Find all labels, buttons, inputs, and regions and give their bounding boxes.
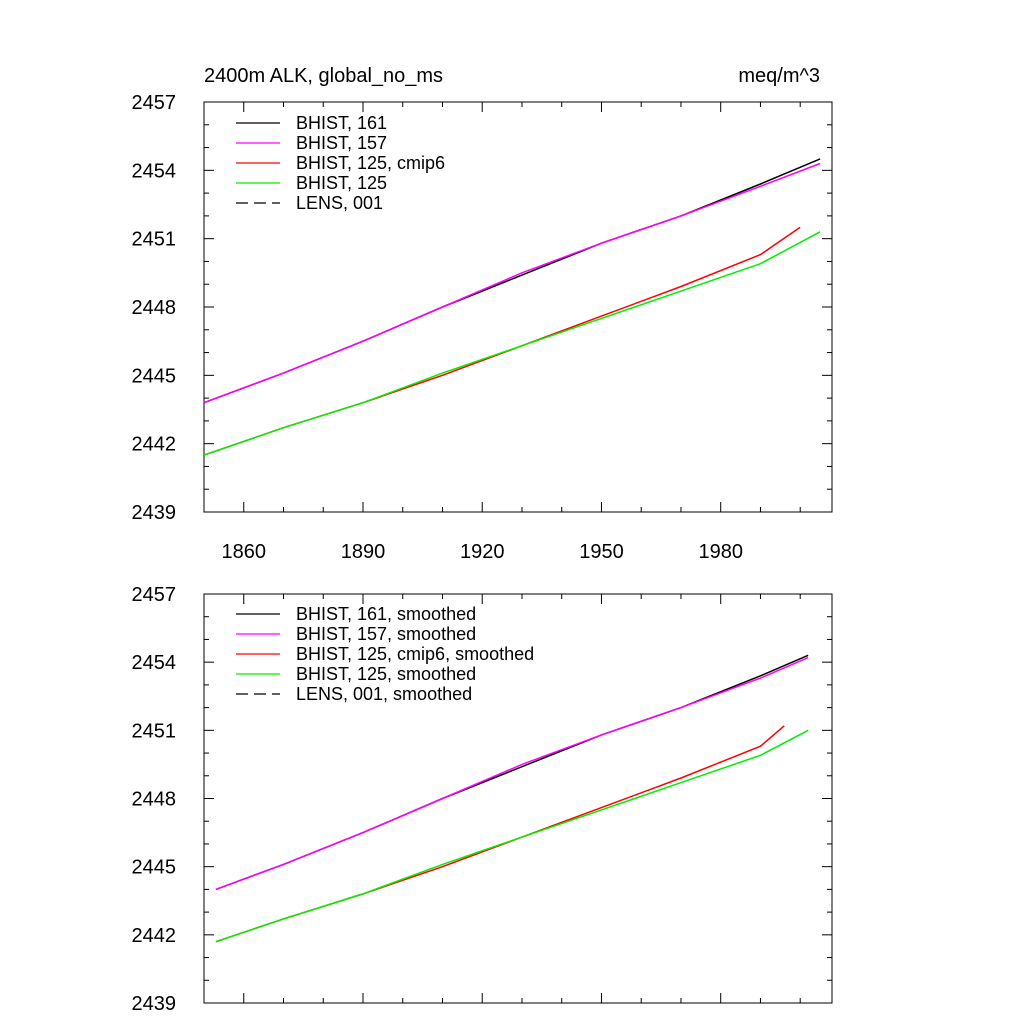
y-tick-label: 2457 xyxy=(132,92,177,114)
legend-label: BHIST, 125, cmip6 xyxy=(296,153,445,173)
y-tick-label: 2448 xyxy=(132,297,177,319)
x-tick-label: 1890 xyxy=(341,541,386,563)
legend-label: LENS, 001 xyxy=(296,193,383,213)
y-tick-label: 2445 xyxy=(132,857,177,879)
legend-label: BHIST, 157, smoothed xyxy=(296,624,476,644)
series-line xyxy=(203,231,821,456)
series-line xyxy=(203,162,821,404)
units-label: meq/m^3 xyxy=(738,65,820,87)
y-tick-label: 2448 xyxy=(132,789,177,811)
y-tick-label: 2439 xyxy=(132,502,177,524)
legend-label: BHIST, 125 xyxy=(296,173,387,193)
y-tick-label: 2442 xyxy=(132,925,177,947)
y-tick-label: 2451 xyxy=(132,229,177,251)
chart-title: 2400m ALK, global_no_ms xyxy=(204,65,443,87)
legend-label: BHIST, 125, cmip6, smoothed xyxy=(296,644,534,664)
legend-label: BHIST, 161, smoothed xyxy=(296,604,476,624)
y-tick-label: 2442 xyxy=(132,434,177,456)
y-tick-label: 2454 xyxy=(132,160,177,182)
top-panel: 2439 2442 2445 2448 2451 2454 2457 1860 1890 1920… xyxy=(132,92,833,563)
legend-label: BHIST, 125, smoothed xyxy=(296,664,476,684)
x-tick-label: 1860 xyxy=(221,541,266,563)
y-tick-label: 2451 xyxy=(132,720,177,742)
legend-label: BHIST, 157 xyxy=(296,133,387,153)
legend-label: LENS, 001, smoothed xyxy=(296,684,472,704)
legend-label: BHIST, 161 xyxy=(296,113,387,133)
series-line xyxy=(215,656,809,891)
x-tick-label: 1980 xyxy=(698,541,743,563)
series-line xyxy=(215,729,809,943)
x-tick-label: 1950 xyxy=(579,541,624,563)
x-tick-label: 1920 xyxy=(460,541,505,563)
y-tick-label: 2439 xyxy=(132,993,177,1015)
series-line xyxy=(215,725,785,943)
series-line xyxy=(203,226,801,456)
y-tick-label: 2454 xyxy=(132,652,177,674)
bottom-panel: 2439 2442 2445 2448 2451 2454 2457 BHIST, 161, … xyxy=(132,584,833,1015)
y-tick-label: 2457 xyxy=(132,584,177,606)
y-tick-label: 2445 xyxy=(132,365,177,387)
